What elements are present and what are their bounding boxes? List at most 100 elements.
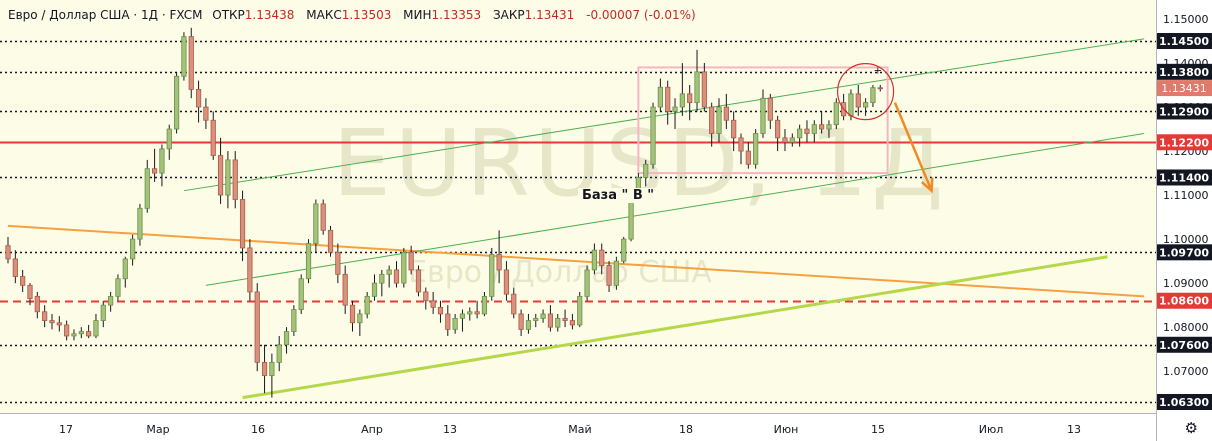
candle-37 xyxy=(276,335,282,372)
candle-body xyxy=(86,331,92,337)
candle-98 xyxy=(723,93,729,130)
candle-body xyxy=(386,269,392,275)
candle-78 xyxy=(577,291,583,328)
candle-body xyxy=(115,278,121,297)
candle-body xyxy=(108,295,114,306)
level-tag-text: 1.14500 xyxy=(1159,35,1209,48)
candle-body xyxy=(254,291,260,363)
candle-84 xyxy=(621,236,627,264)
candle-80 xyxy=(591,243,598,275)
level-tag-bg xyxy=(1157,244,1212,261)
candle-32 xyxy=(239,190,246,262)
orange-trend-line xyxy=(7,224,1145,298)
level-tag-text: 1.06300 xyxy=(1159,396,1209,409)
candle-body xyxy=(731,119,737,139)
candle-body xyxy=(93,320,99,337)
candle-54 xyxy=(401,247,407,288)
candle-body xyxy=(34,295,40,313)
candle-body xyxy=(819,124,825,130)
candle-6 xyxy=(49,313,55,330)
candle-body xyxy=(181,36,187,77)
x-tick-8: 15 xyxy=(871,423,885,436)
level-tag-text: 1.08600 xyxy=(1159,295,1209,308)
candle-21 xyxy=(159,144,165,187)
candle-34 xyxy=(254,283,260,372)
candle-51 xyxy=(379,269,385,297)
high-value: 1.13503 xyxy=(341,8,392,22)
candle-20 xyxy=(151,148,158,182)
candle-body xyxy=(540,313,546,319)
level-tag-8: 1.06300 xyxy=(1157,394,1212,410)
channel-upper-line xyxy=(183,38,1145,192)
candle-29 xyxy=(217,137,224,204)
candle-body xyxy=(217,155,224,196)
candle-38 xyxy=(283,327,290,354)
candle-body xyxy=(569,320,576,326)
candle-body xyxy=(188,36,194,90)
candle-42 xyxy=(313,199,319,253)
y-tick-7: 1.08000 xyxy=(1163,321,1209,334)
symbol-title[interactable]: Евро / Доллар США · 1Д · FXCM xyxy=(8,8,203,22)
candle-3 xyxy=(27,283,33,306)
level-tag-3: 1.12200 xyxy=(1157,134,1212,151)
x-tick-5: Май xyxy=(568,423,591,436)
candle-110 xyxy=(811,120,817,143)
candle-103 xyxy=(760,89,766,138)
candle-62 xyxy=(459,309,466,332)
candle-body xyxy=(650,106,656,165)
candle-25 xyxy=(188,27,194,99)
level-tag-text: 1.11400 xyxy=(1159,171,1209,184)
candle-body xyxy=(379,273,385,284)
candle-28 xyxy=(210,111,216,160)
candle-body xyxy=(606,265,612,286)
candle-body xyxy=(503,269,510,295)
candle-body xyxy=(364,295,370,315)
candle-112 xyxy=(826,120,832,138)
candle-body xyxy=(130,238,136,260)
candle-55 xyxy=(408,245,414,275)
level-tag-6: 1.08600 xyxy=(1157,292,1212,309)
candle-100 xyxy=(738,133,744,165)
candle-body xyxy=(716,106,722,134)
candle-10 xyxy=(78,327,84,339)
gear-icon[interactable]: ⚙ xyxy=(1184,419,1198,437)
candle-71 xyxy=(525,313,532,334)
candle-body xyxy=(291,309,297,332)
level-tag-text: 1.09700 xyxy=(1159,246,1209,259)
candle-body xyxy=(12,258,18,277)
candle-24 xyxy=(181,32,187,81)
candle-body xyxy=(474,311,480,315)
candle-body xyxy=(232,159,238,200)
candle-body xyxy=(775,119,781,139)
low-value: 1.13353 xyxy=(431,8,482,22)
candle-body xyxy=(870,87,876,104)
candle-39 xyxy=(291,305,297,336)
candle-body xyxy=(27,284,33,299)
candle-body xyxy=(283,331,290,346)
candle-17 xyxy=(130,234,136,266)
annotation-text[interactable]: База " В " xyxy=(578,188,659,203)
last-price-bg xyxy=(1157,80,1212,97)
candle-body xyxy=(151,168,158,174)
candle-0 xyxy=(5,236,11,264)
candle-body xyxy=(613,260,619,286)
candle-15 xyxy=(115,274,121,301)
high-label: МАКС xyxy=(306,8,342,22)
candle-66 xyxy=(489,247,495,301)
candle-body xyxy=(767,97,773,121)
candle-94 xyxy=(694,49,700,112)
candle-body xyxy=(335,251,341,275)
candle-body xyxy=(657,86,663,108)
candle-31 xyxy=(232,151,238,209)
candle-96 xyxy=(709,102,715,147)
candle-body xyxy=(826,124,832,130)
level-tag-2: 1.12900 xyxy=(1157,103,1212,120)
candle-107 xyxy=(789,133,795,147)
x-tick-3: Апр xyxy=(361,423,383,436)
close-value: 1.13431 xyxy=(524,8,575,22)
level-tag-5: 1.09700 xyxy=(1157,244,1212,261)
candle-body xyxy=(555,317,561,328)
candle-body xyxy=(665,86,671,112)
candle-74 xyxy=(547,305,554,332)
